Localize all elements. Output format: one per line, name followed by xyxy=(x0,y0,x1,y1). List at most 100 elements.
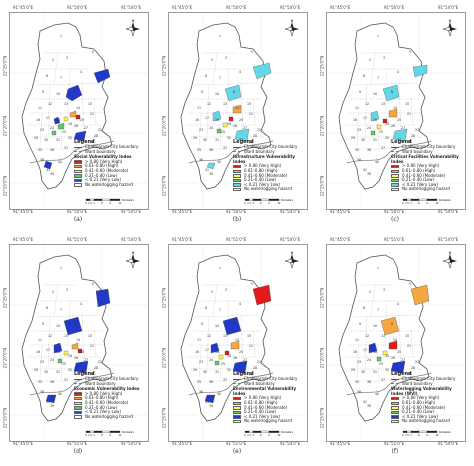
legend-swatch xyxy=(391,410,399,415)
scale-tick-label: 0 xyxy=(85,434,87,437)
ward-boundary xyxy=(376,344,380,382)
legend-swatch xyxy=(233,410,241,415)
vulnerability-area xyxy=(204,394,216,404)
ward-label: 1 xyxy=(60,266,62,270)
ward-label: 35 xyxy=(38,380,42,384)
vulnerability-area xyxy=(222,316,242,336)
ward-label: 32 xyxy=(227,136,231,140)
legend-ward-label: Ward boundary xyxy=(244,380,275,386)
ward-boundary xyxy=(398,314,402,370)
ward-label: 29 xyxy=(193,368,197,372)
legend-class-row: 0.21–0.40 (Low) xyxy=(391,410,463,415)
ward-label: 41 xyxy=(363,400,367,404)
legend-title: Legend xyxy=(233,139,254,145)
ward-label: 10 xyxy=(373,324,377,328)
ward-label: 10 xyxy=(56,92,60,96)
ward-label: 26 xyxy=(391,124,395,128)
ward-label: 1 xyxy=(219,34,221,38)
map-panel-d: 1 2 3 4 5 6 7 8 9 10 11 12 13 14 15 16 17 18 19 20 21 22 23 24 2… xyxy=(2,236,153,461)
north-arrow-icon: N xyxy=(442,19,457,37)
legend-class-row: > 0.80 (Very High) xyxy=(391,164,463,169)
vulnerability-area xyxy=(382,350,388,356)
legend-row-ward: Ward boundary xyxy=(233,149,305,155)
city-line-swatch xyxy=(233,378,241,380)
ward-label: 7 xyxy=(60,76,62,80)
ward-label: 40 xyxy=(58,392,62,396)
vulnerability-area xyxy=(368,342,378,354)
scale-segment xyxy=(89,198,95,201)
ward-label: 35 xyxy=(197,380,201,384)
map-panel-a: 1 2 3 4 5 6 7 8 9 10 11 12 13 14 15 16 17 18 19 20 21 22 23 24 2… xyxy=(2,4,153,229)
ward-boundary xyxy=(93,98,97,126)
latitude-label: 22°15'0"N xyxy=(319,175,325,197)
vulnerability-area xyxy=(380,316,400,336)
ward-label: 36 xyxy=(367,148,371,152)
scale-segment xyxy=(418,430,428,433)
ward-label: 10 xyxy=(215,324,219,328)
legend-class-label: 0.61–0.80 (High) xyxy=(244,399,278,405)
ward-label: 1 xyxy=(219,266,221,270)
legend-row-city: Chattogram City boundary xyxy=(391,376,463,382)
map-legend: Legend Chattogram City boundary Ward bound… xyxy=(233,371,305,424)
ward-label: 28 xyxy=(253,366,257,370)
scale-segment xyxy=(410,198,420,201)
longitude-label: 91°54'0"E xyxy=(121,209,142,214)
ward-label: 4 xyxy=(397,70,399,74)
scale-tick-label: 3 xyxy=(252,434,254,437)
north-label: N xyxy=(291,251,294,255)
ward-label: 5 xyxy=(251,50,253,54)
legend-swatch xyxy=(233,164,241,169)
ward-label: 4 xyxy=(397,302,399,306)
legend-class-label: 0.41–0.60 (Moderate) xyxy=(85,167,129,173)
ward-label: 19 xyxy=(68,354,72,358)
ward-label: 36 xyxy=(209,148,213,152)
legend-class-label: < 0.21 (Very Low) xyxy=(402,413,438,419)
legend-no-hazard-label: No waterlogging hazard xyxy=(85,181,133,187)
ward-label: 35 xyxy=(38,148,42,152)
legend-row-ward: Ward boundary xyxy=(74,381,146,387)
legend-swatch xyxy=(233,401,241,406)
ward-label: 6 xyxy=(205,306,207,310)
legend-no-hazard-label: No waterlogging hazard xyxy=(244,418,292,424)
ward-label: 18 xyxy=(373,350,377,354)
legend-class-label: 0.41–0.60 (Moderate) xyxy=(244,404,288,410)
ward-label: 37 xyxy=(381,378,385,382)
ward-label: 39 xyxy=(50,172,54,176)
ward-label: 15 xyxy=(88,102,92,106)
ward-label: 4 xyxy=(239,302,241,306)
ward-boundary xyxy=(47,84,51,138)
ward-label: 36 xyxy=(367,380,371,384)
vulnerability-area xyxy=(63,116,69,122)
scale-tick-label: 0 xyxy=(402,434,404,437)
ward-boundary xyxy=(252,98,256,126)
ward-label: 15 xyxy=(247,334,251,338)
legend-no-hazard-label: No waterlogging hazard xyxy=(402,186,450,192)
city-line-swatch xyxy=(74,146,82,148)
ward-label: 11 xyxy=(38,106,42,110)
scale-tick-label: 9 xyxy=(109,434,111,437)
ward-label: 38 xyxy=(40,390,44,394)
legend-title: Legend xyxy=(74,371,95,377)
legend-city-label: Chattogram City boundary xyxy=(402,144,456,149)
ward-label: 3 xyxy=(383,288,385,292)
longitude-label: 91°54'0"E xyxy=(280,237,301,242)
ward-label: 29 xyxy=(351,136,355,140)
ward-label: 28 xyxy=(94,366,98,370)
latitude-label: 22°25'0"N xyxy=(2,287,8,309)
ward-label: 31 xyxy=(373,138,377,142)
river-line xyxy=(188,372,274,396)
ward-label: 18 xyxy=(56,350,60,354)
ward-label: 9 xyxy=(359,90,361,94)
ward-label: 5 xyxy=(409,282,411,286)
scale-tick-label: 1.5 xyxy=(247,202,251,205)
ward-label: 12 xyxy=(207,334,211,338)
vulnerability-area xyxy=(410,284,430,306)
ward-label: 28 xyxy=(94,134,98,138)
legend-ward-label: Ward boundary xyxy=(85,148,116,154)
ward-label: 5 xyxy=(92,282,94,286)
ward-label: 7 xyxy=(377,308,379,312)
longitude-label: 91°45'0"E xyxy=(172,237,193,242)
ward-label: 18 xyxy=(373,118,377,122)
